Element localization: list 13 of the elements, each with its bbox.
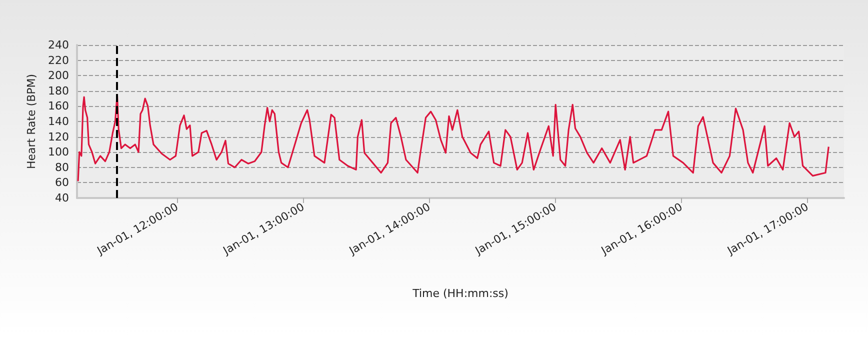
y-tick-label: 100 xyxy=(48,146,69,159)
y-tick-label: 140 xyxy=(48,115,69,128)
y-tick-label: 200 xyxy=(48,69,69,82)
y-tick-label: 120 xyxy=(48,130,69,144)
y-tick-label: 60 xyxy=(55,176,69,190)
y-tick-label: 160 xyxy=(48,100,69,113)
x-axis-title: Time (HH:mm:ss) xyxy=(412,287,508,300)
y-axis-title: Heart Rate (BPM) xyxy=(25,74,38,170)
y-tick-label: 240 xyxy=(48,38,69,52)
y-tick-label: 40 xyxy=(55,192,69,204)
y-tick-label: 180 xyxy=(48,84,69,98)
y-tick-label: 220 xyxy=(48,54,69,67)
y-tick-label: 80 xyxy=(55,160,69,174)
